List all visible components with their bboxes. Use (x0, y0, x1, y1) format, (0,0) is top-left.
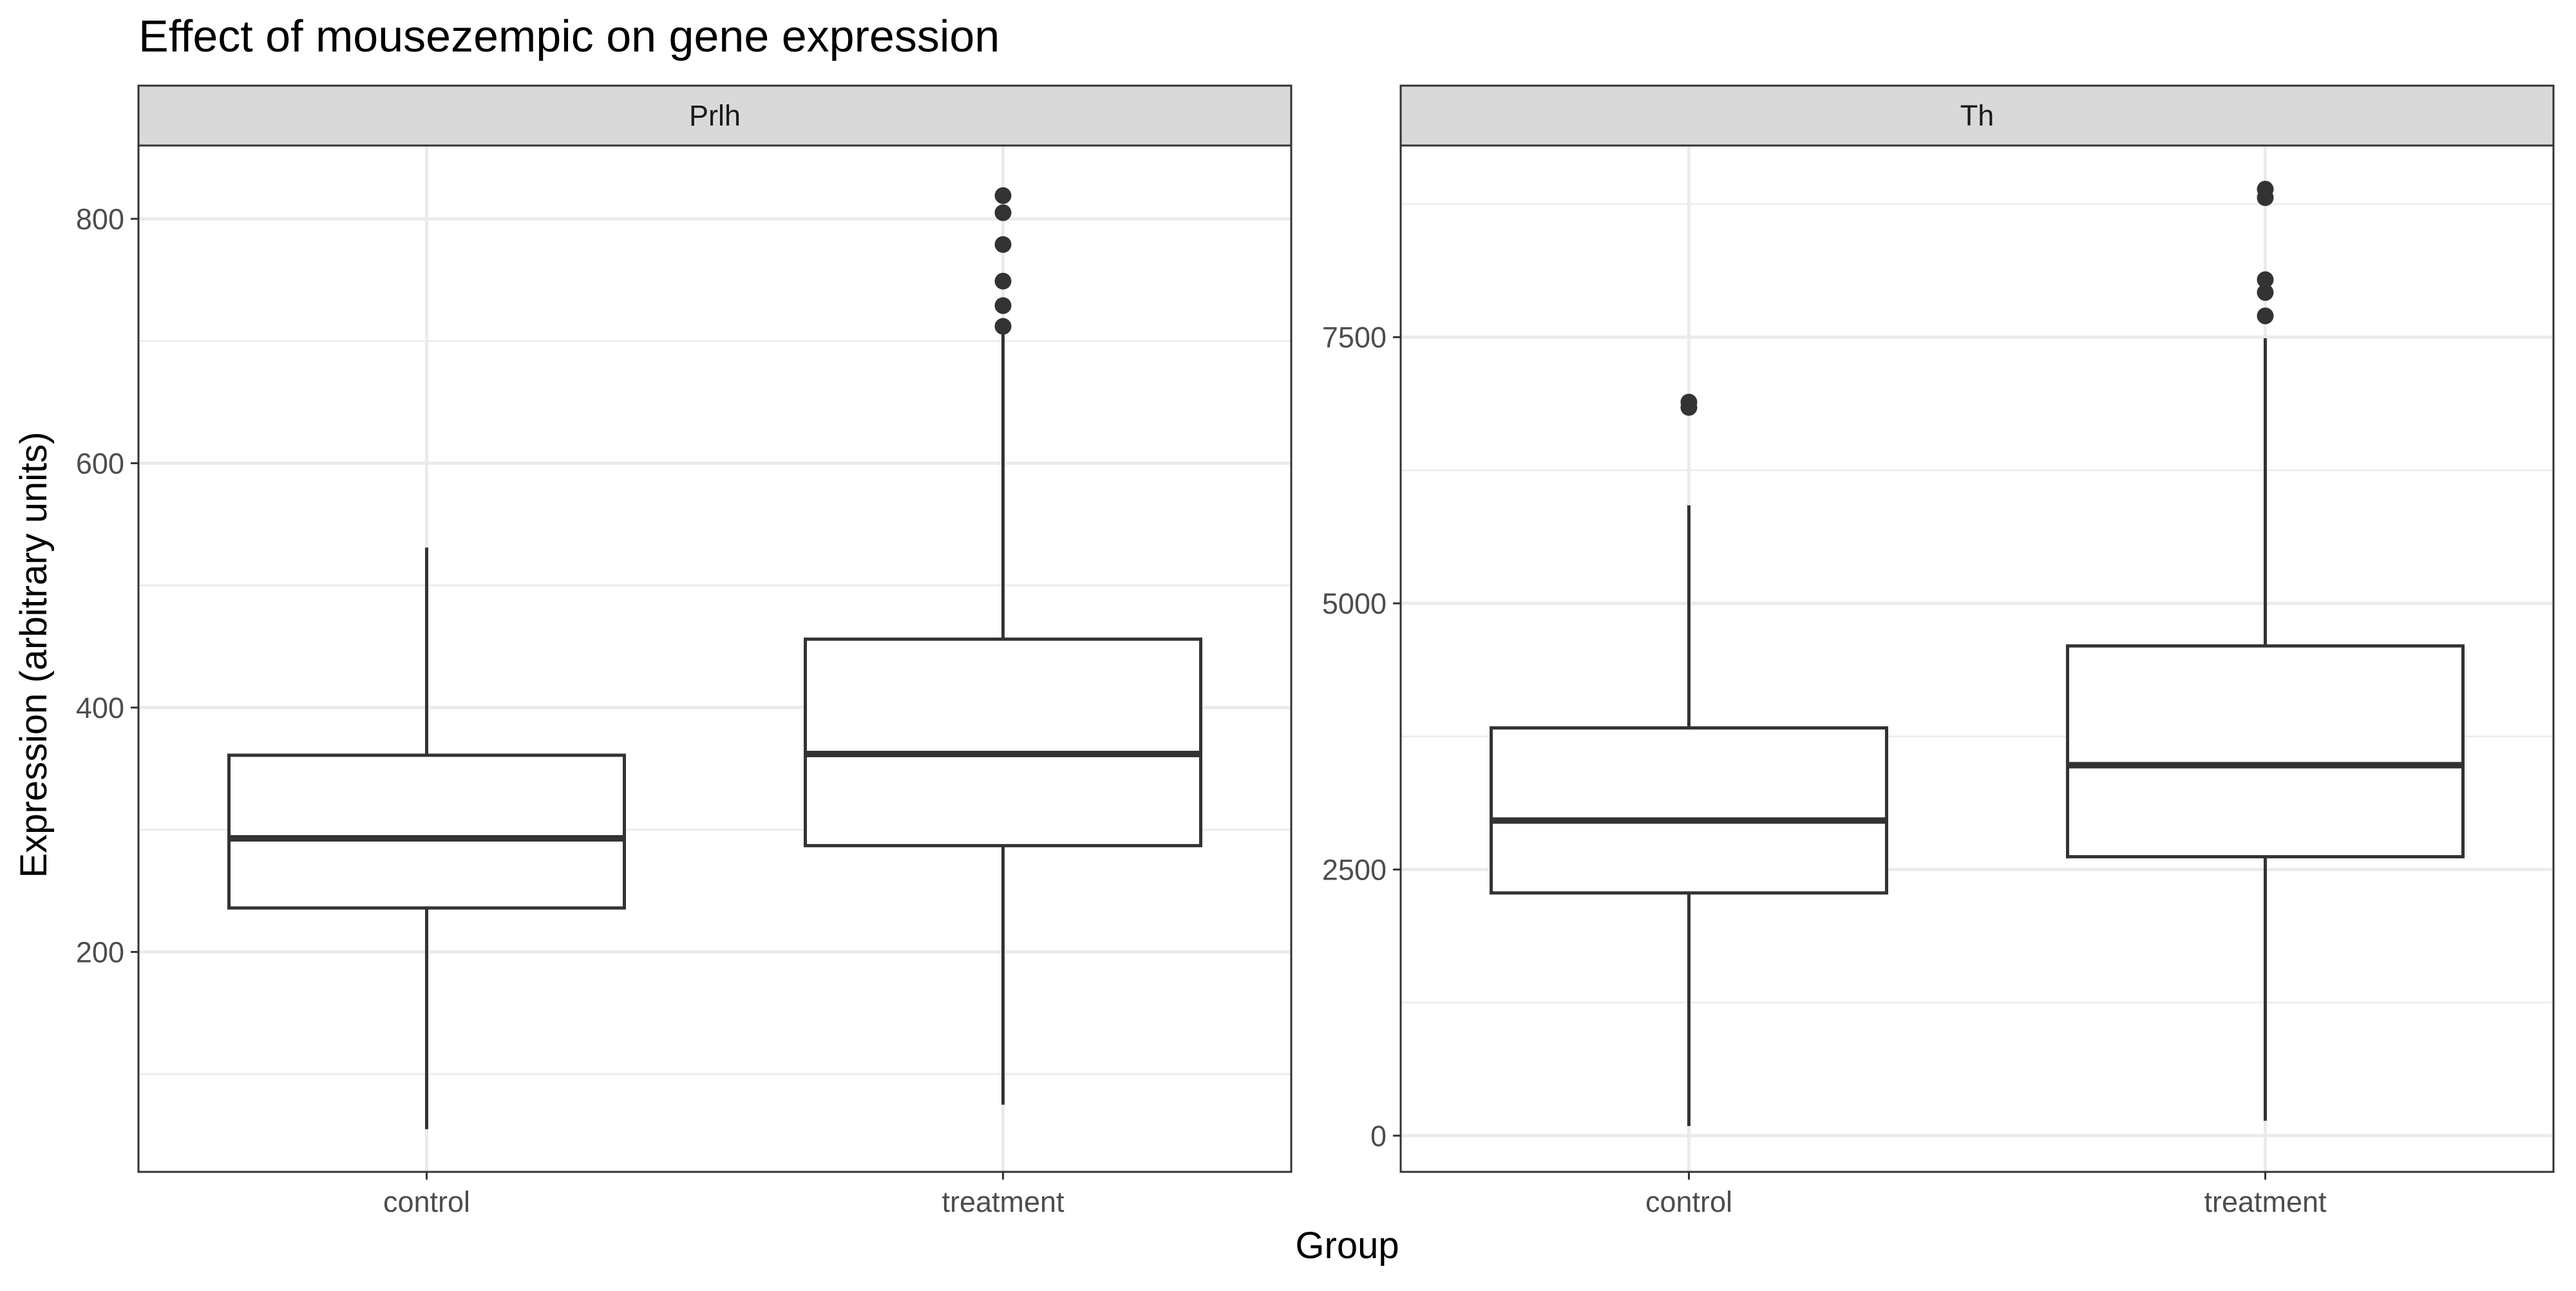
facet-strip-label: Th (1960, 99, 1994, 132)
outlier-point (2257, 180, 2274, 198)
outlier-point (2257, 307, 2274, 325)
panel-border (137, 144, 1293, 1173)
panel-border (1399, 144, 2555, 1173)
y-axis-title: Expression (arbitrary units) (13, 432, 55, 878)
y-tick-label: 400 (76, 692, 124, 724)
x-axis-title: Group (1295, 1225, 1399, 1267)
box-iqr (2066, 644, 2465, 859)
facet-strip (137, 84, 1293, 147)
outlier-point (994, 297, 1012, 314)
outlier-point (2257, 271, 2274, 288)
y-tick-label: 200 (76, 936, 124, 968)
box-iqr (804, 637, 1202, 847)
outlier-point (994, 317, 1012, 335)
x-tick-label: control (1645, 1185, 1732, 1218)
x-tick-label: treatment (2204, 1185, 2327, 1218)
box-treatment (2066, 180, 2465, 1121)
y-tick-label: 5000 (1322, 587, 1387, 620)
box-treatment (804, 187, 1202, 1105)
y-tick-label: 2500 (1322, 853, 1387, 886)
facet-panel-prlh: Prlh 200 400 600 800 control treatment (76, 84, 1293, 1218)
x-tick-label: control (383, 1185, 470, 1218)
outlier-point (994, 204, 1012, 221)
y-tick-label: 600 (76, 447, 124, 480)
outlier-point (1680, 393, 1698, 411)
box-control (1490, 393, 1888, 1126)
facet-panel-th: Th 0 2500 5000 7500 control treatment (1322, 84, 2555, 1218)
outlier-point (994, 272, 1012, 290)
box-iqr (227, 753, 626, 910)
box-control (227, 547, 626, 1129)
y-tick-label: 800 (76, 203, 124, 236)
outlier-point (2257, 284, 2274, 301)
facet-panels: Prlh 200 400 600 800 control treatment Th 0 2500 5… (76, 84, 2555, 1218)
box-iqr (1490, 726, 1888, 895)
outlier-point (994, 236, 1012, 253)
chart-title: Effect of mousezempic on gene expression (138, 11, 999, 61)
facet-strip-label: Prlh (689, 99, 741, 132)
y-tick-label: 7500 (1322, 321, 1387, 354)
x-tick-label: treatment (942, 1185, 1065, 1218)
y-tick-label: 0 (1370, 1120, 1387, 1153)
facet-strip (1399, 84, 2555, 147)
outlier-point (994, 187, 1012, 204)
